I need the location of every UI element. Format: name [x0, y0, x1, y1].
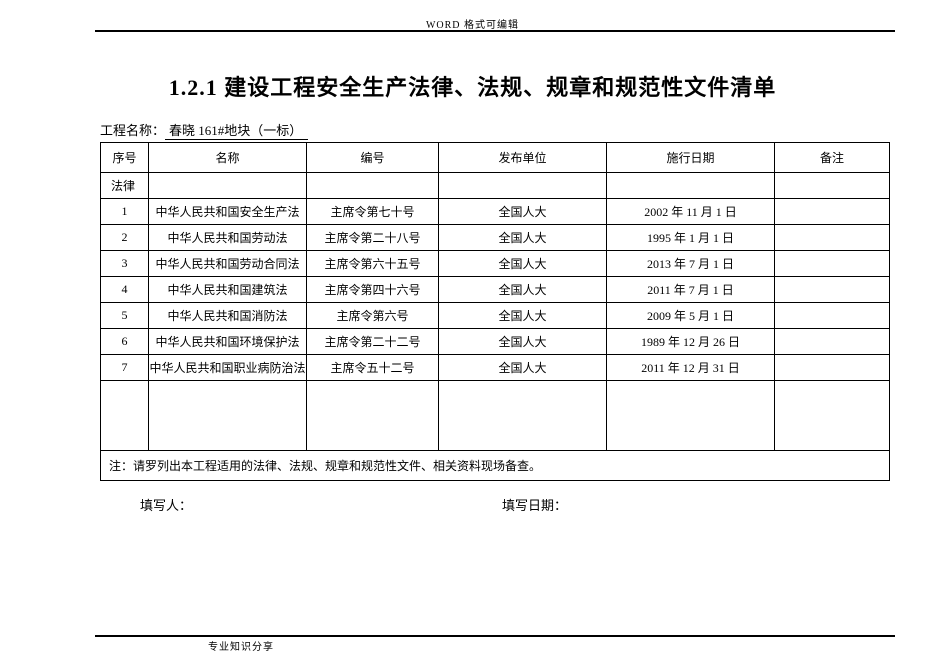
- cell-note: [775, 199, 890, 225]
- cell-name: 中华人民共和国环境保护法: [149, 329, 307, 355]
- cell-name: 中华人民共和国职业病防治法: [149, 355, 307, 381]
- col-header-name: 名称: [149, 143, 307, 173]
- table-row: 3 中华人民共和国劳动合同法 主席令第六十五号 全国人大 2013 年 7 月 …: [101, 251, 890, 277]
- cell-note: [775, 277, 890, 303]
- col-header-code: 编号: [307, 143, 439, 173]
- cell-date: 2013 年 7 月 1 日: [607, 251, 775, 277]
- cell-code: 主席令第二十二号: [307, 329, 439, 355]
- table-row: 7 中华人民共和国职业病防治法 主席令五十二号 全国人大 2011 年 12 月…: [101, 355, 890, 381]
- cell-name: 中华人民共和国劳动合同法: [149, 251, 307, 277]
- table-row: 5 中华人民共和国消防法 主席令第六号 全国人大 2009 年 5 月 1 日: [101, 303, 890, 329]
- cell-date: 1989 年 12 月 26 日: [607, 329, 775, 355]
- page-footer-text: 专业知识分享: [208, 638, 274, 653]
- cell-seq: 7: [101, 355, 149, 381]
- page-header-rule: [95, 30, 895, 32]
- cell-seq: 4: [101, 277, 149, 303]
- cell-unit: 全国人大: [439, 251, 607, 277]
- table-note-row: 注：请罗列出本工程适用的法律、法规、规章和规范性文件、相关资料现场备查。: [101, 451, 890, 481]
- cell-date: 2009 年 5 月 1 日: [607, 303, 775, 329]
- table-header-row: 序号 名称 编号 发布单位 施行日期 备注: [101, 143, 890, 173]
- cell-seq: 2: [101, 225, 149, 251]
- cell-code: 主席令第二十八号: [307, 225, 439, 251]
- project-label: 工程名称：: [100, 123, 165, 138]
- cell-name: 中华人民共和国消防法: [149, 303, 307, 329]
- section-label: 法律: [101, 173, 149, 199]
- section-empty: [607, 173, 775, 199]
- cell-date: 2011 年 7 月 1 日: [607, 277, 775, 303]
- cell-note: [775, 329, 890, 355]
- signoff-spacer: [100, 495, 140, 514]
- page-footer-rule: [95, 635, 895, 637]
- project-value: 春晓 161#地块（一标）: [165, 123, 308, 140]
- empty-cell: [101, 381, 149, 451]
- empty-cell: [439, 381, 607, 451]
- cell-unit: 全国人大: [439, 277, 607, 303]
- sign-filler-label: 填写人：: [140, 495, 192, 514]
- empty-cell: [149, 381, 307, 451]
- cell-code: 主席令第四十六号: [307, 277, 439, 303]
- section-empty: [149, 173, 307, 199]
- cell-note: [775, 251, 890, 277]
- page-header-text: WORD 格式可编辑: [0, 16, 945, 31]
- section-row: 法律: [101, 173, 890, 199]
- cell-date: 2011 年 12 月 31 日: [607, 355, 775, 381]
- col-header-date: 施行日期: [607, 143, 775, 173]
- section-empty: [439, 173, 607, 199]
- table-row: 2 中华人民共和国劳动法 主席令第二十八号 全国人大 1995 年 1 月 1 …: [101, 225, 890, 251]
- col-header-unit: 发布单位: [439, 143, 607, 173]
- cell-code: 主席令第七十号: [307, 199, 439, 225]
- section-empty: [307, 173, 439, 199]
- table-row: 1 中华人民共和国安全生产法 主席令第七十号 全国人大 2002 年 11 月 …: [101, 199, 890, 225]
- laws-table: 序号 名称 编号 发布单位 施行日期 备注 法律 1 中华人民共和国安全生产法 …: [100, 142, 890, 481]
- cell-unit: 全国人大: [439, 329, 607, 355]
- empty-cell: [307, 381, 439, 451]
- sign-date-label: 填写日期：: [502, 495, 567, 514]
- cell-name: 中华人民共和国安全生产法: [149, 199, 307, 225]
- laws-table-wrap: 序号 名称 编号 发布单位 施行日期 备注 法律 1 中华人民共和国安全生产法 …: [100, 142, 890, 481]
- cell-code: 主席令第六十五号: [307, 251, 439, 277]
- table-row: 6 中华人民共和国环境保护法 主席令第二十二号 全国人大 1989 年 12 月…: [101, 329, 890, 355]
- cell-seq: 5: [101, 303, 149, 329]
- cell-unit: 全国人大: [439, 199, 607, 225]
- table-row: 4 中华人民共和国建筑法 主席令第四十六号 全国人大 2011 年 7 月 1 …: [101, 277, 890, 303]
- cell-name: 中华人民共和国建筑法: [149, 277, 307, 303]
- signoff-spacer: [192, 495, 502, 514]
- section-empty: [775, 173, 890, 199]
- col-header-note: 备注: [775, 143, 890, 173]
- cell-name: 中华人民共和国劳动法: [149, 225, 307, 251]
- cell-note: [775, 225, 890, 251]
- cell-unit: 全国人大: [439, 225, 607, 251]
- cell-note: [775, 355, 890, 381]
- signoff-line: 填写人： 填写日期：: [100, 495, 890, 514]
- cell-code: 主席令第六号: [307, 303, 439, 329]
- cell-unit: 全国人大: [439, 303, 607, 329]
- cell-date: 1995 年 1 月 1 日: [607, 225, 775, 251]
- cell-unit: 全国人大: [439, 355, 607, 381]
- project-line: 工程名称：春晓 161#地块（一标）: [100, 120, 308, 139]
- cell-seq: 1: [101, 199, 149, 225]
- table-empty-row: [101, 381, 890, 451]
- cell-code: 主席令五十二号: [307, 355, 439, 381]
- table-note-cell: 注：请罗列出本工程适用的法律、法规、规章和规范性文件、相关资料现场备查。: [101, 451, 890, 481]
- cell-date: 2002 年 11 月 1 日: [607, 199, 775, 225]
- page-title: 1.2.1 建设工程安全生产法律、法规、规章和规范性文件清单: [0, 70, 945, 102]
- empty-cell: [775, 381, 890, 451]
- cell-seq: 3: [101, 251, 149, 277]
- cell-seq: 6: [101, 329, 149, 355]
- empty-cell: [607, 381, 775, 451]
- col-header-seq: 序号: [101, 143, 149, 173]
- cell-note: [775, 303, 890, 329]
